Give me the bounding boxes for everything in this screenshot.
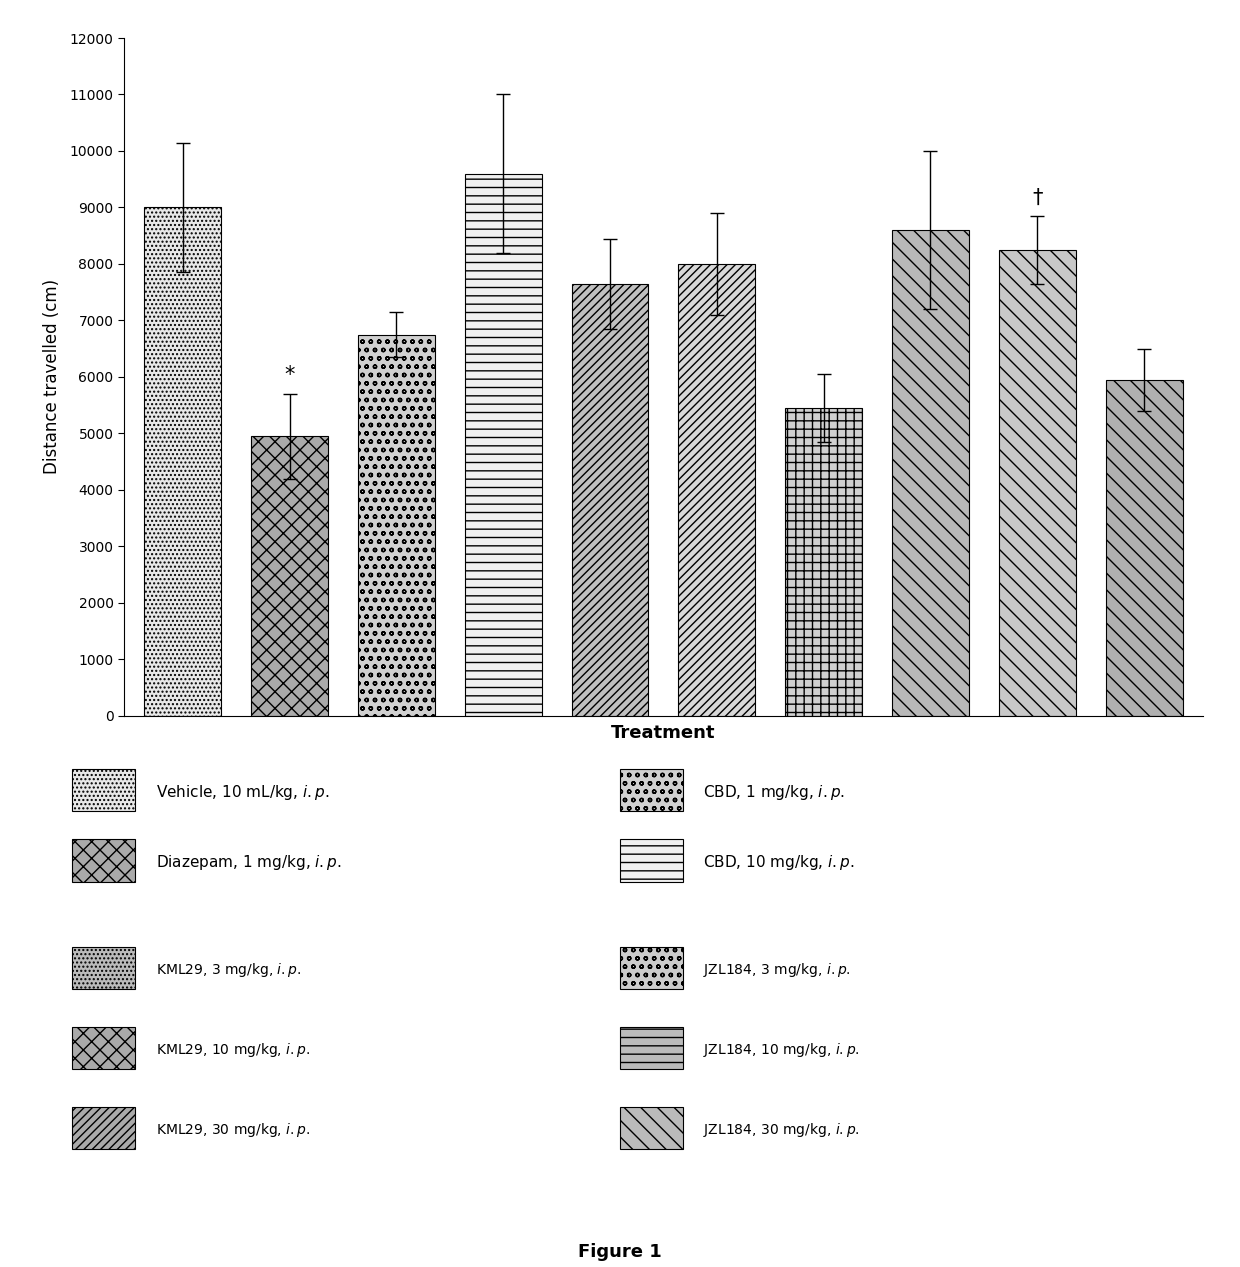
Text: JZL184, 10 mg/kg, $\it{i.p.}$: JZL184, 10 mg/kg, $\it{i.p.}$ (703, 1041, 861, 1059)
Bar (72, 769, 135, 811)
Bar (998, 250, 1075, 716)
Bar (1106, 380, 1183, 716)
X-axis label: Treatment: Treatment (611, 725, 715, 742)
Bar (620, 1028, 683, 1069)
Bar (620, 1106, 683, 1149)
Bar (620, 948, 683, 990)
Bar (358, 334, 435, 716)
Text: JZL184, 3 mg/kg, $\it{i.p.}$: JZL184, 3 mg/kg, $\it{i.p.}$ (703, 962, 851, 979)
Text: Figure 1: Figure 1 (578, 1243, 662, 1261)
Bar (72, 1106, 135, 1149)
Bar (785, 408, 862, 716)
Bar (72, 948, 135, 990)
Bar (252, 436, 329, 716)
Bar (678, 264, 755, 716)
Bar (620, 769, 683, 811)
Text: Diazepam, 1 mg/kg, $\it{i.p.}$: Diazepam, 1 mg/kg, $\it{i.p.}$ (156, 853, 341, 872)
Bar (72, 840, 135, 882)
Text: †: † (1032, 188, 1043, 208)
Bar (892, 231, 968, 716)
Bar (620, 840, 683, 882)
Bar (144, 208, 221, 716)
Bar (72, 1028, 135, 1069)
Bar (465, 174, 542, 716)
Text: KML29, 3 mg/kg, $\it{i.p.}$: KML29, 3 mg/kg, $\it{i.p.}$ (156, 962, 301, 979)
Text: KML29, 10 mg/kg, $\it{i.p.}$: KML29, 10 mg/kg, $\it{i.p.}$ (156, 1041, 310, 1059)
Text: *: * (284, 365, 295, 385)
Text: JZL184, 30 mg/kg, $\it{i.p.}$: JZL184, 30 mg/kg, $\it{i.p.}$ (703, 1120, 861, 1139)
Text: CBD, 1 mg/kg, $\it{i.p.}$: CBD, 1 mg/kg, $\it{i.p.}$ (703, 783, 846, 802)
Text: Vehicle, 10 mL/kg, $\it{i.p.}$: Vehicle, 10 mL/kg, $\it{i.p.}$ (156, 783, 329, 802)
Text: CBD, 10 mg/kg, $\it{i.p.}$: CBD, 10 mg/kg, $\it{i.p.}$ (703, 853, 854, 872)
Y-axis label: Distance travelled (cm): Distance travelled (cm) (43, 279, 61, 475)
Text: KML29, 30 mg/kg, $\it{i.p.}$: KML29, 30 mg/kg, $\it{i.p.}$ (156, 1120, 310, 1139)
Bar (572, 284, 649, 716)
